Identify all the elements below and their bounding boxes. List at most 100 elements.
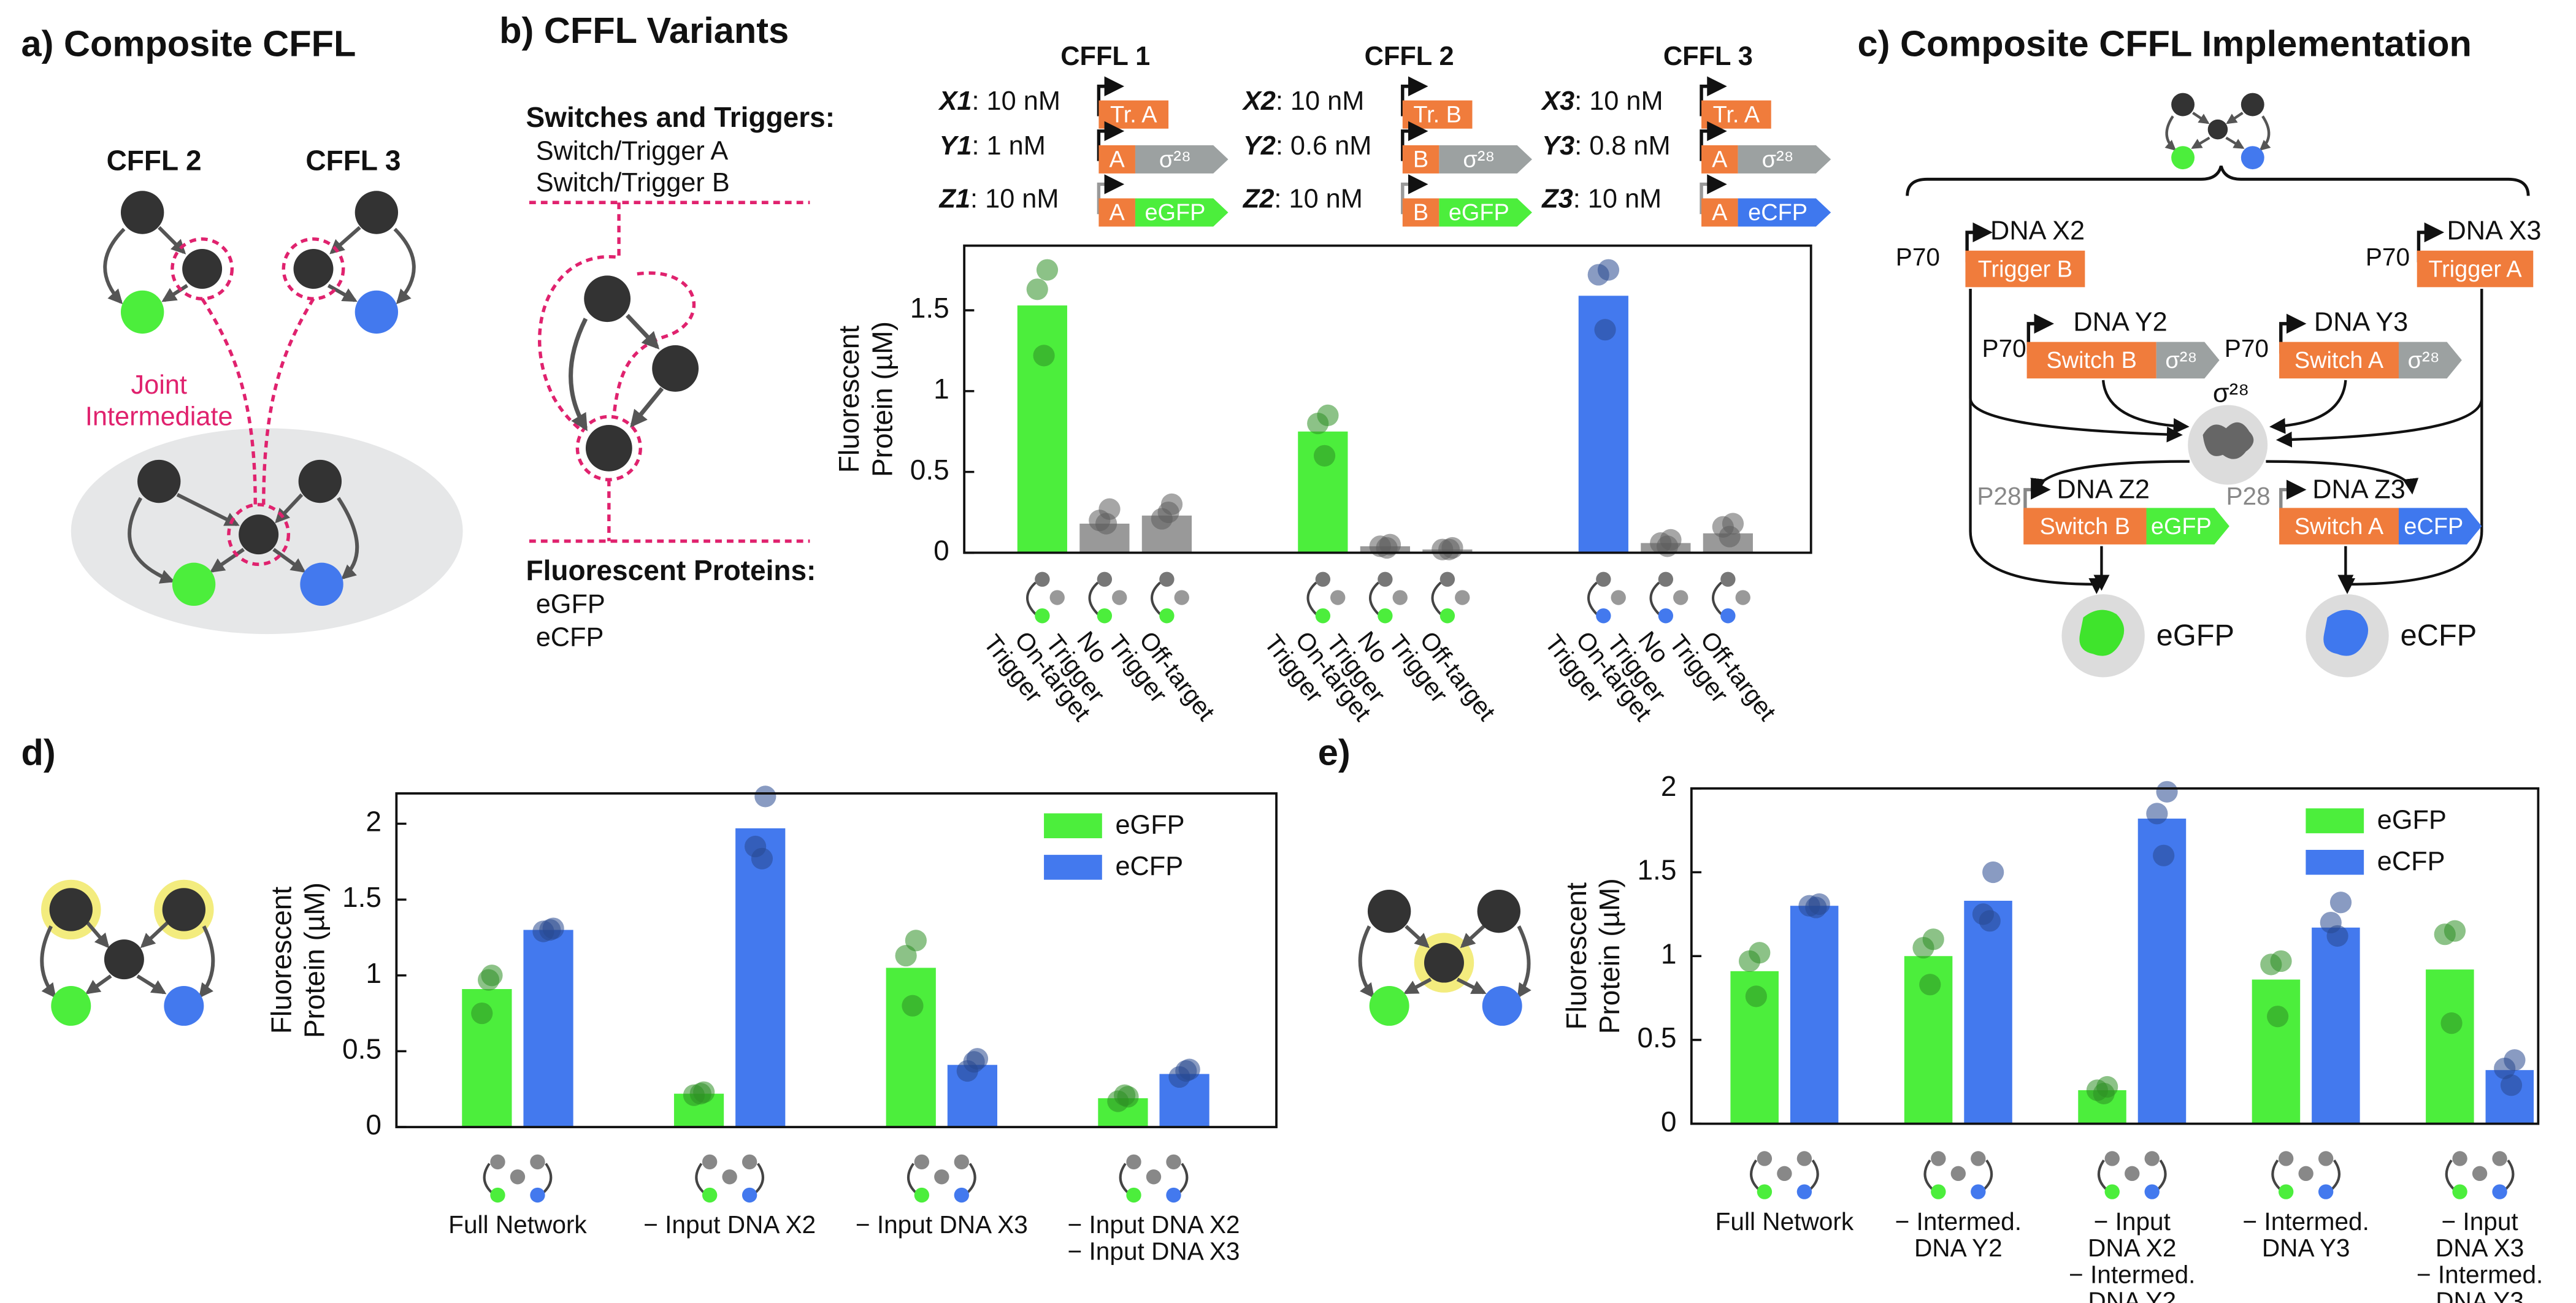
x-tick-label: Off-targetTrigger: [1664, 626, 1782, 726]
legend-swatch: [2306, 849, 2364, 875]
dna-label: DNA Y3: [2314, 307, 2408, 337]
icon-node: [2492, 1151, 2507, 1166]
replicate-dot: [2500, 1074, 2523, 1096]
legend-item: Switch/Trigger B: [536, 168, 730, 197]
legend-swatch: [1044, 855, 1102, 880]
y-axis-title: Fluorescent Protein (µM): [265, 882, 330, 1038]
panel-e: e): [1318, 732, 1531, 1026]
icon-node: [1931, 1151, 1946, 1166]
icon-node: [2452, 1184, 2467, 1199]
replicate-dot: [2329, 892, 2352, 914]
x-tick-label: − Input: [2094, 1207, 2171, 1236]
icon-node: [1757, 1184, 1773, 1199]
legend-label: eGFP: [2377, 805, 2447, 835]
icon-node: [1035, 571, 1050, 587]
replicate-dot: [1036, 259, 1059, 281]
node: [104, 939, 144, 980]
x-tick-label: − Input DNA X3: [856, 1210, 1028, 1239]
part-label: Switch A: [2294, 348, 2384, 373]
x-tick-label: − Input DNA X3: [1068, 1237, 1240, 1266]
node: [162, 888, 206, 931]
replicate-dot: [2146, 803, 2168, 825]
replicate-dot: [1175, 1060, 1197, 1082]
legend-label: eCFP: [2377, 847, 2445, 876]
icon-arrow: [1712, 581, 1722, 616]
panel-title: b) CFFL Variants: [499, 10, 789, 51]
replicate-dot: [1157, 501, 1179, 524]
icon-node: [1931, 1184, 1946, 1199]
node: [1367, 889, 1411, 933]
dna-label: DNA Z3: [2312, 475, 2405, 505]
y-axis-title: Fluorescent Protein (µM): [833, 321, 898, 477]
icon-node: [1971, 1151, 1986, 1166]
icon-node: [1971, 1184, 1986, 1199]
icon-node: [1455, 590, 1470, 605]
icon-arrow: [1088, 581, 1099, 616]
y-tick-label: 1: [366, 957, 381, 989]
icon-node: [1757, 1151, 1773, 1166]
replicate-dot: [1313, 445, 1336, 467]
icon-node: [2472, 1166, 2488, 1182]
part-label: eGFP: [1449, 200, 1509, 226]
part-arrow: [1135, 198, 1229, 227]
arrows: [1358, 925, 1531, 999]
icon-node: [1049, 590, 1065, 605]
arrows: [569, 313, 664, 432]
icon-node: [1658, 571, 1674, 587]
output-label: eCFP: [2401, 619, 2477, 652]
icon-node: [2298, 1166, 2313, 1182]
construct-row: Y3: 0.8 nM: [1542, 131, 1670, 161]
part-box: [1402, 198, 1439, 227]
replicate-dot: [2494, 1057, 2516, 1080]
part-label: B: [1413, 147, 1428, 173]
part-label: B: [1413, 200, 1428, 226]
icon-node: [1611, 590, 1626, 605]
icon-arrow: [1026, 581, 1037, 616]
panel-title: c) Composite CFFL Implementation: [1858, 23, 2472, 64]
icon-node: [742, 1187, 757, 1203]
icon-node: [1950, 1166, 1966, 1182]
part-box: [1701, 145, 1738, 174]
icon-arrows: [2164, 112, 2271, 151]
part-box: [2026, 342, 2156, 379]
replicate-dot: [2434, 923, 2456, 946]
replicate-dot: [1982, 861, 2004, 884]
node: [2207, 119, 2228, 140]
replicate-dot: [1114, 1084, 1136, 1106]
replicate-dot: [1919, 974, 1941, 996]
y-tick-label: 0: [1661, 1106, 1677, 1137]
y-tick-label: 1.5: [910, 292, 949, 324]
icon-node: [1673, 590, 1689, 605]
concentration: : 10 nM: [972, 86, 1060, 116]
brace: [1906, 165, 2530, 196]
bar: [1790, 906, 1839, 1124]
part-label: Trigger B: [1978, 256, 2072, 282]
replicate-dot: [1738, 950, 1761, 972]
y-tick-label: 0.5: [1637, 1022, 1676, 1053]
part-label: σ²⁸: [1159, 147, 1191, 173]
icon-node: [530, 1154, 545, 1170]
part-label: Tr. A: [1713, 102, 1760, 128]
y-tick-label: 0.5: [910, 454, 949, 486]
plot-frame: [963, 244, 1812, 554]
x-tick-label: DNA X2: [2088, 1234, 2176, 1262]
x-tick-label: Off-targetTrigger: [1384, 626, 1501, 726]
icon-node: [1796, 1151, 1812, 1166]
icon-node: [2318, 1184, 2334, 1199]
y-axis-title-line: Protein (µM): [866, 321, 898, 477]
icon-node: [510, 1169, 526, 1185]
node: [2171, 146, 2195, 170]
node: [2241, 146, 2264, 170]
joint-highlight: [171, 237, 345, 567]
x-tick-label: DNA X3: [2436, 1234, 2524, 1262]
sigma-protein: [2202, 422, 2254, 459]
y-axis-title-line: Fluorescent: [833, 326, 865, 473]
construct-row: X2: 10 nM: [1242, 86, 1364, 116]
replicate-dot: [1095, 513, 1117, 535]
bar: [2252, 979, 2301, 1124]
icon-node: [1439, 571, 1455, 587]
promoter-label: P70: [2225, 334, 2269, 362]
panel-d: d): [21, 732, 215, 1026]
icon-node: [1174, 590, 1189, 605]
replicate-dot: [1912, 936, 1934, 959]
